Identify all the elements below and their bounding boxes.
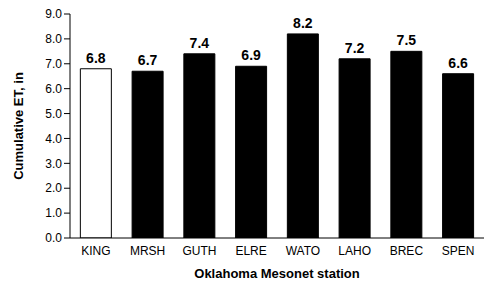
svg-text:8.0: 8.0 (45, 32, 62, 46)
svg-text:6.9: 6.9 (241, 47, 261, 63)
svg-text:7.2: 7.2 (345, 40, 365, 56)
svg-text:5.0: 5.0 (45, 107, 62, 121)
svg-text:7.0: 7.0 (45, 57, 62, 71)
svg-text:0.0: 0.0 (45, 231, 62, 245)
svg-text:GUTH: GUTH (182, 244, 216, 258)
svg-text:Oklahoma Mesonet station: Oklahoma Mesonet station (194, 266, 359, 281)
svg-text:MRSH: MRSH (130, 244, 165, 258)
svg-text:1.0: 1.0 (45, 206, 62, 220)
svg-text:BREC: BREC (390, 244, 424, 258)
svg-text:7.5: 7.5 (397, 32, 417, 48)
svg-text:6.6: 6.6 (448, 55, 468, 71)
svg-text:KING: KING (81, 244, 110, 258)
svg-text:8.2: 8.2 (293, 15, 313, 31)
svg-text:4.0: 4.0 (45, 132, 62, 146)
svg-text:9.0: 9.0 (45, 8, 62, 21)
svg-text:6.8: 6.8 (86, 50, 106, 66)
svg-text:Cumulative ET, in: Cumulative ET, in (11, 72, 26, 180)
svg-text:2.0: 2.0 (45, 181, 62, 195)
svg-text:SPEN: SPEN (442, 244, 475, 258)
svg-text:6.7: 6.7 (138, 52, 158, 68)
svg-text:6.0: 6.0 (45, 82, 62, 96)
svg-text:LAHO: LAHO (338, 244, 371, 258)
svg-text:ELRE: ELRE (235, 244, 266, 258)
svg-text:7.4: 7.4 (190, 35, 210, 51)
svg-text:WATO: WATO (286, 244, 320, 258)
svg-text:3.0: 3.0 (45, 157, 62, 171)
